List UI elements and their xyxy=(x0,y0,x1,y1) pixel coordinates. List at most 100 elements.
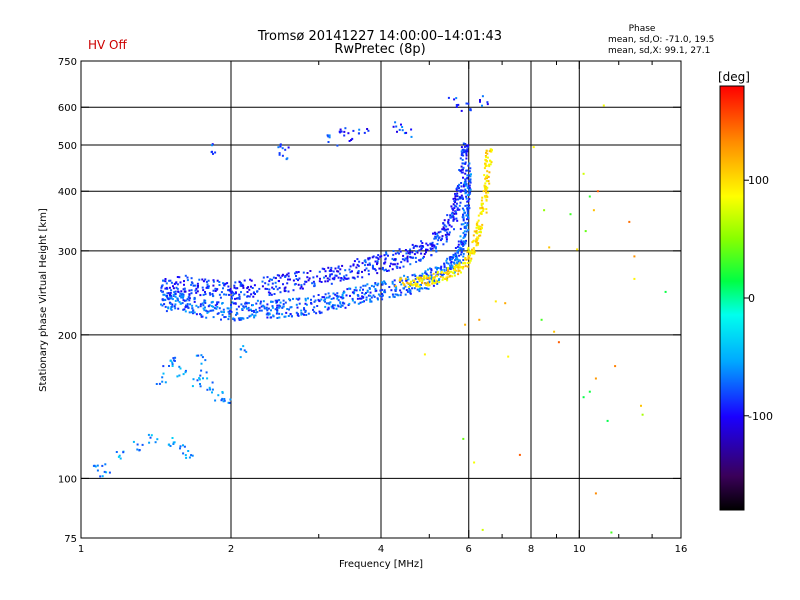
echo-point xyxy=(455,187,458,190)
echo-point xyxy=(226,282,229,285)
echo-point xyxy=(431,280,434,282)
echo-point xyxy=(445,271,448,274)
echo-point xyxy=(457,103,460,106)
echo-point xyxy=(465,145,468,148)
echo-point xyxy=(228,310,231,313)
echo-point xyxy=(425,242,428,245)
echo-point xyxy=(298,302,301,305)
echo-point xyxy=(181,302,184,305)
echo-point xyxy=(228,401,231,404)
echo-point xyxy=(460,247,463,250)
echo-point xyxy=(161,290,164,293)
echo-point xyxy=(409,292,412,295)
echo-point xyxy=(465,258,468,261)
echo-point xyxy=(399,280,401,283)
echo-point xyxy=(411,287,414,290)
echo-point xyxy=(467,180,470,183)
echo-point xyxy=(329,301,332,304)
echo-point xyxy=(464,192,467,195)
echo-point xyxy=(377,258,380,260)
echo-point xyxy=(465,230,468,233)
echo-point xyxy=(188,293,191,296)
echo-point xyxy=(465,177,468,180)
echo-point xyxy=(170,306,173,308)
echo-point xyxy=(460,185,463,188)
echo-point xyxy=(446,231,449,234)
echo-point xyxy=(462,232,465,234)
echo-point xyxy=(407,252,410,255)
echo-point xyxy=(458,246,461,249)
echo-point xyxy=(323,299,326,302)
echo-point xyxy=(200,314,203,316)
echo-point xyxy=(402,287,405,290)
echo-point xyxy=(479,234,482,237)
echo-point xyxy=(287,278,289,281)
echo-point xyxy=(273,293,276,295)
echo-point xyxy=(231,290,233,293)
echo-point xyxy=(391,268,394,271)
echo-point xyxy=(203,299,206,302)
echo-point xyxy=(433,276,436,279)
echo-point xyxy=(473,249,476,252)
echo-point xyxy=(325,302,328,305)
echo-point xyxy=(392,259,395,261)
echo-point xyxy=(485,189,487,192)
echo-point xyxy=(101,475,104,478)
echo-point xyxy=(459,201,462,204)
echo-point xyxy=(350,139,353,141)
echo-point xyxy=(614,365,617,368)
echo-point xyxy=(424,270,427,273)
echo-point xyxy=(453,207,456,210)
echo-point xyxy=(216,279,219,282)
colorbar-gradient xyxy=(719,85,745,511)
echo-point xyxy=(387,269,390,272)
echo-point xyxy=(464,162,467,165)
x-tick-label: 1 xyxy=(78,544,84,555)
echo-point xyxy=(488,163,491,166)
echo-point xyxy=(319,312,322,315)
echo-point xyxy=(263,305,266,308)
echo-point xyxy=(221,313,224,316)
echo-point xyxy=(394,289,397,292)
echo-point xyxy=(187,450,190,452)
echo-point xyxy=(191,385,194,388)
echo-point xyxy=(212,305,215,308)
echo-point xyxy=(161,284,164,287)
echo-point xyxy=(341,304,344,307)
echo-point xyxy=(424,277,427,280)
echo-point xyxy=(209,309,212,312)
echo-point xyxy=(227,401,230,404)
echo-point xyxy=(479,207,482,210)
echo-point xyxy=(466,262,469,264)
echo-point xyxy=(460,261,463,264)
echo-point xyxy=(436,234,439,237)
echo-point xyxy=(401,129,404,132)
echo-point xyxy=(267,307,270,310)
echo-point xyxy=(360,297,363,300)
echo-point xyxy=(176,297,179,300)
echo-point xyxy=(429,242,432,245)
echo-point xyxy=(327,296,330,299)
echo-point xyxy=(406,258,409,261)
echo-point xyxy=(452,267,455,270)
echo-point xyxy=(445,261,448,264)
echo-point xyxy=(457,270,460,273)
echo-point xyxy=(363,131,366,134)
echo-point xyxy=(241,308,244,311)
echo-point xyxy=(333,276,336,279)
echo-point xyxy=(426,281,429,284)
echo-point xyxy=(232,317,235,320)
echo-point xyxy=(427,274,430,277)
echo-point xyxy=(485,149,488,152)
echo-point xyxy=(192,284,195,287)
echo-point xyxy=(221,391,224,393)
echo-point xyxy=(254,293,256,295)
echo-point xyxy=(429,275,432,278)
echo-point xyxy=(218,307,221,310)
echo-point xyxy=(453,200,456,203)
x-tick-label: 10 xyxy=(573,544,586,555)
echo-point xyxy=(315,312,318,315)
echo-point xyxy=(289,313,292,316)
echo-point xyxy=(436,271,439,273)
echo-point xyxy=(330,266,333,269)
